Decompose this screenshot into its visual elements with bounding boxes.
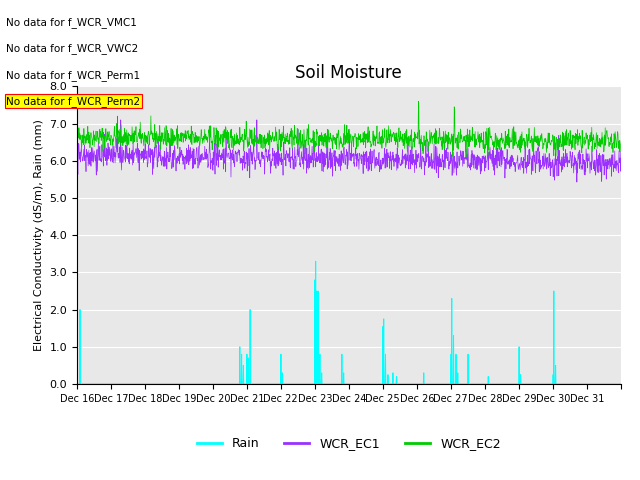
WCR_EC1 <box>611 165 618 171</box>
WCR_EC2 <box>477 139 485 144</box>
WCR_EC1 <box>617 148 625 154</box>
Rain <box>335 381 342 387</box>
WCR_EC2 <box>611 136 618 142</box>
WCR_EC1 <box>557 163 564 168</box>
WCR_EC1 <box>477 168 485 174</box>
WCR_EC2 <box>415 98 422 104</box>
Line: Rain: Rain <box>77 261 621 384</box>
WCR_EC1 <box>114 113 122 119</box>
Rain <box>617 381 625 387</box>
Y-axis label: Electrical Conductivity (dS/m), Rain (mm): Electrical Conductivity (dS/m), Rain (mm… <box>34 119 44 351</box>
WCR_EC1 <box>158 154 166 159</box>
Rain <box>324 381 332 387</box>
Text: No data for f_WCR_VMC1: No data for f_WCR_VMC1 <box>6 17 137 28</box>
WCR_EC2 <box>557 144 565 150</box>
WCR_EC2 <box>617 148 625 154</box>
WCR_EC2 <box>463 154 471 160</box>
WCR_EC1 <box>573 179 580 185</box>
WCR_EC2 <box>158 139 166 145</box>
WCR_EC1 <box>335 163 342 169</box>
WCR_EC1 <box>324 162 332 168</box>
Rain <box>610 381 618 387</box>
Rain <box>158 381 166 387</box>
Text: No data for f_WCR_Perm1: No data for f_WCR_Perm1 <box>6 70 141 81</box>
Rain <box>477 381 485 387</box>
Legend: Rain, WCR_EC1, WCR_EC2: Rain, WCR_EC1, WCR_EC2 <box>192 432 506 455</box>
WCR_EC1 <box>73 149 81 155</box>
WCR_EC2 <box>335 127 342 133</box>
Title: Soil Moisture: Soil Moisture <box>296 64 402 82</box>
WCR_EC2 <box>324 127 332 132</box>
Line: WCR_EC2: WCR_EC2 <box>77 101 621 157</box>
WCR_EC2 <box>73 131 81 137</box>
Rain <box>73 381 81 387</box>
Text: No data for f_WCR_Perm2: No data for f_WCR_Perm2 <box>6 96 141 107</box>
Rain <box>557 381 564 387</box>
Line: WCR_EC1: WCR_EC1 <box>77 116 621 182</box>
Rain <box>312 258 319 264</box>
Text: No data for f_WCR_VWC2: No data for f_WCR_VWC2 <box>6 43 139 54</box>
